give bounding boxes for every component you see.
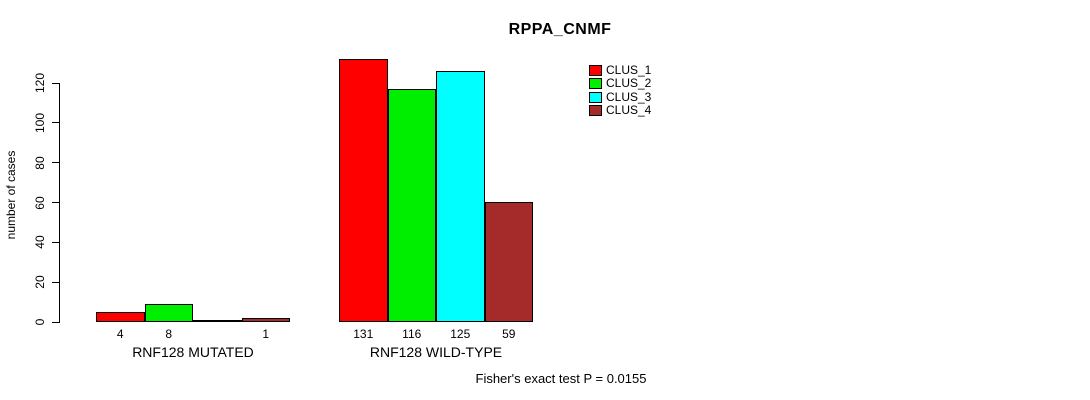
legend-row: CLUS_2 [589, 77, 651, 90]
annotation-text: Fisher's exact test P = 0.0155 [475, 371, 647, 386]
y-tick-label: 80 [33, 155, 47, 170]
y-tick [52, 162, 59, 164]
legend-label: CLUS_3 [606, 89, 652, 104]
bar-value-label: 59 [502, 327, 516, 341]
bar [484, 202, 533, 322]
y-tick-label: 100 [33, 112, 47, 133]
y-tick [52, 122, 59, 124]
bar-value-label: 1 [262, 327, 270, 341]
legend: CLUS_1 CLUS_2 CLUS_3 CLUS_4 [589, 64, 651, 117]
legend-swatch [589, 91, 602, 103]
bar [241, 318, 290, 322]
y-tick-label: 40 [33, 235, 47, 250]
group-label: RNF128 MUTATED [132, 344, 254, 360]
y-tick [52, 82, 59, 84]
y-tick-label: 0 [33, 318, 47, 326]
y-tick [52, 202, 59, 203]
legend-row: CLUS_3 [589, 89, 652, 104]
y-tick-label: 120 [33, 72, 47, 94]
legend-swatch [589, 105, 602, 117]
legend-label: CLUS_1 [606, 63, 652, 78]
bar-value-label: 4 [116, 327, 124, 341]
bar-value-label: 8 [165, 327, 173, 341]
group-label: RNF128 WILD-TYPE [369, 344, 503, 360]
bar [144, 304, 193, 322]
y-axis-line [59, 83, 60, 323]
y-axis-label: number of cases [4, 150, 18, 240]
bar-value-label: 131 [353, 327, 374, 341]
legend-row: CLUS_1 [589, 64, 651, 77]
bar [339, 59, 388, 322]
legend-row: CLUS_4 [589, 104, 651, 117]
bar [193, 320, 242, 322]
legend-swatch [589, 65, 602, 77]
y-tick-label: 20 [33, 275, 47, 289]
legend-swatch [589, 78, 602, 90]
y-tick [52, 321, 59, 323]
legend-label: CLUS_2 [606, 76, 652, 91]
bar-value-label: 125 [450, 327, 471, 341]
legend-label: CLUS_4 [606, 103, 652, 118]
bar [436, 71, 485, 322]
bar [387, 89, 436, 322]
chart-title: RPPA_CNMF [508, 21, 612, 38]
bar [96, 312, 145, 322]
bar-value-label: 116 [402, 327, 422, 341]
y-tick [52, 241, 59, 243]
y-tick-label: 60 [33, 195, 47, 210]
y-tick [52, 281, 59, 283]
